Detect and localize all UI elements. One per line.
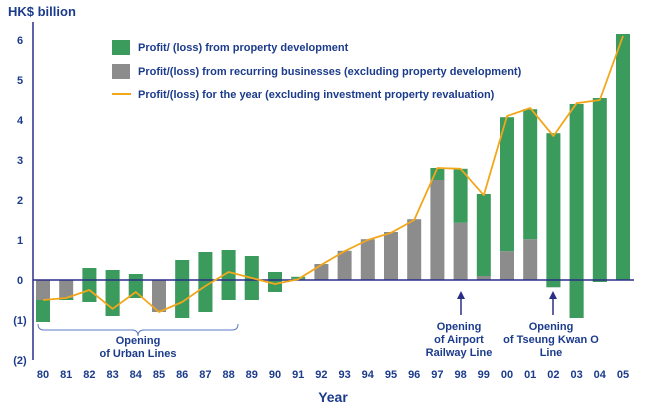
tko-arrow-head bbox=[549, 291, 557, 299]
bar-property-02 bbox=[546, 133, 561, 288]
bar-property-82 bbox=[82, 268, 97, 302]
legend-label-line: Profit/(loss) for the year (excluding in… bbox=[138, 89, 495, 101]
x-tick-label: 99 bbox=[478, 369, 490, 381]
bar-recurring-00 bbox=[500, 251, 514, 280]
bar-recurring-96 bbox=[407, 219, 422, 280]
x-tick-label: 88 bbox=[222, 369, 234, 381]
y-tick-label: 6 bbox=[17, 35, 23, 47]
legend-label-property: Profit/ (loss) from property development bbox=[138, 42, 349, 54]
airport-label-1: Opening bbox=[437, 321, 482, 333]
x-tick-label: 81 bbox=[60, 369, 72, 381]
bar-property-05 bbox=[616, 34, 630, 280]
x-tick-label: 83 bbox=[106, 369, 118, 381]
x-tick-label: 84 bbox=[130, 369, 143, 381]
legend-label-recurring: Profit/(loss) from recurring businesses … bbox=[138, 66, 522, 78]
x-tick-label: 94 bbox=[362, 369, 375, 381]
y-tick-label: 2 bbox=[17, 195, 23, 207]
x-tick-label: 93 bbox=[338, 369, 350, 381]
tko-label-1: Opening bbox=[529, 321, 574, 333]
bar-property-98 bbox=[453, 168, 468, 223]
annotation-urban-lines: Opening of Urban Lines bbox=[37, 323, 239, 360]
bar-recurring-01 bbox=[523, 239, 538, 280]
x-tick-label: 96 bbox=[408, 369, 420, 381]
bar-property-01 bbox=[523, 109, 538, 240]
bar-recurring-99 bbox=[476, 276, 491, 280]
x-tick-label: 86 bbox=[176, 369, 188, 381]
bar-recurring-97 bbox=[430, 180, 445, 280]
y-tick-label: (2) bbox=[13, 355, 27, 367]
x-tick-label: 95 bbox=[385, 369, 397, 381]
legend-swatch-recurring bbox=[112, 64, 130, 79]
x-tick-label: 05 bbox=[617, 369, 629, 381]
x-tick-label: 04 bbox=[594, 369, 607, 381]
bar-recurring-98 bbox=[453, 222, 468, 280]
bar-recurring-94 bbox=[360, 239, 375, 280]
x-tick-label: 00 bbox=[501, 369, 513, 381]
urban-lines-brace bbox=[37, 323, 239, 337]
bar-property-83 bbox=[105, 270, 120, 316]
bar-property-80 bbox=[36, 300, 50, 322]
bar-property-91 bbox=[291, 276, 306, 279]
urban-lines-label-2: of Urban Lines bbox=[99, 348, 176, 360]
bar-property-81 bbox=[59, 298, 74, 300]
x-tick-label: 03 bbox=[570, 369, 582, 381]
annotation-tseung-kwan-o: Opening of Tseung Kwan O Line bbox=[503, 291, 599, 359]
airport-label-3: Railway Line bbox=[426, 347, 493, 359]
legend: Profit/ (loss) from property development… bbox=[112, 40, 522, 101]
bar-recurring-92 bbox=[314, 264, 329, 280]
bar-property-00 bbox=[500, 117, 514, 252]
y-tick-label: 4 bbox=[17, 115, 24, 127]
y-tick-label: 0 bbox=[17, 275, 23, 287]
y-axis-ticks: 6 5 4 3 2 1 0 (1) (2) bbox=[13, 35, 27, 367]
x-tick-label: 92 bbox=[315, 369, 327, 381]
x-tick-label: 80 bbox=[37, 369, 49, 381]
bar-property-04 bbox=[592, 98, 607, 282]
x-tick-label: 89 bbox=[246, 369, 258, 381]
x-axis-ticks: 80 81 82 83 84 85 86 87 88 89 90 91 92 93 94 95 96 97 98 99… bbox=[37, 369, 629, 381]
bar-property-03 bbox=[569, 104, 584, 318]
bar-property-87 bbox=[198, 252, 213, 312]
bars-layer bbox=[36, 34, 630, 322]
x-tick-label: 90 bbox=[269, 369, 281, 381]
x-tick-label: 87 bbox=[199, 369, 211, 381]
x-tick-label: 82 bbox=[83, 369, 95, 381]
y-tick-label: (1) bbox=[13, 315, 27, 327]
urban-lines-label-1: Opening bbox=[116, 335, 161, 347]
series-line-total bbox=[42, 35, 624, 313]
x-tick-label: 97 bbox=[431, 369, 443, 381]
y-axis-title: HK$ billion bbox=[8, 4, 76, 19]
x-tick-label: 85 bbox=[153, 369, 165, 381]
x-tick-label: 02 bbox=[547, 369, 559, 381]
bar-property-84 bbox=[128, 274, 143, 298]
airport-label-2: of Airport bbox=[434, 334, 484, 346]
bar-recurring-85 bbox=[152, 280, 166, 312]
line-layer bbox=[42, 35, 624, 313]
legend-swatch-property bbox=[112, 40, 130, 55]
y-tick-label: 3 bbox=[17, 155, 23, 167]
bar-property-90 bbox=[268, 272, 282, 292]
bar-recurring-95 bbox=[384, 232, 398, 280]
y-tick-label: 5 bbox=[17, 75, 23, 87]
x-tick-label: 01 bbox=[524, 369, 536, 381]
x-tick-label: 98 bbox=[454, 369, 466, 381]
airport-arrow-head bbox=[457, 291, 465, 299]
x-axis-title: Year bbox=[318, 389, 348, 405]
bar-property-86 bbox=[175, 260, 190, 318]
tko-label-2: of Tseung Kwan O bbox=[503, 334, 599, 346]
bar-recurring-81 bbox=[59, 280, 74, 300]
bar-property-88 bbox=[221, 250, 236, 300]
bar-recurring-93 bbox=[337, 250, 352, 280]
bar-property-99 bbox=[476, 194, 491, 276]
y-tick-label: 1 bbox=[17, 235, 23, 247]
tko-label-3: Line bbox=[540, 347, 563, 359]
annotation-airport-railway: Opening of Airport Railway Line bbox=[426, 291, 493, 359]
x-tick-label: 91 bbox=[292, 369, 304, 381]
